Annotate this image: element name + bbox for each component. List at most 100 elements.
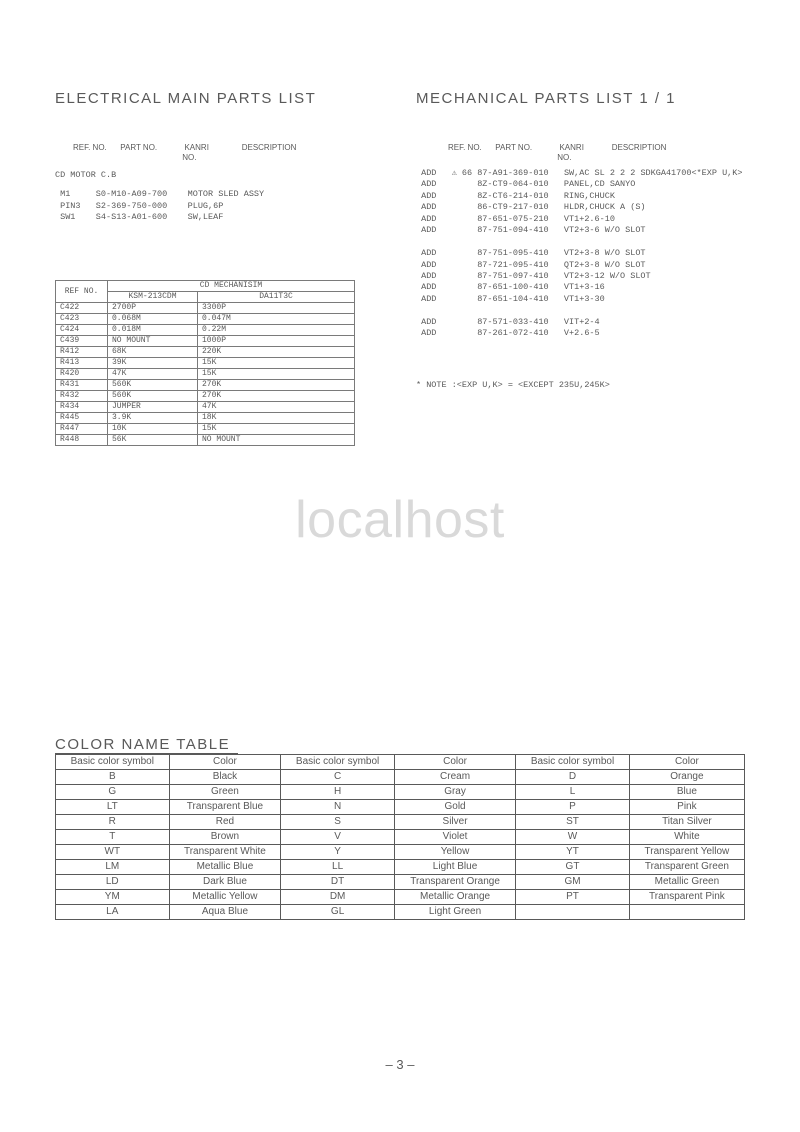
color-cell: Metallic Yellow [169, 889, 281, 904]
color-cell: W [516, 829, 630, 844]
cell-b: 1000P [198, 335, 355, 346]
main-columns: ELECTRICAL MAIN PARTS LIST REF. NO. PART… [55, 90, 745, 446]
color-cell: Transparent Orange [394, 874, 515, 889]
color-cell: Green [169, 784, 281, 799]
color-cell: GM [516, 874, 630, 889]
color-cell: Transparent White [169, 844, 281, 859]
color-cell: LM [56, 859, 170, 874]
table-row: R44710K15K [56, 423, 355, 434]
cell-a: 3.9K [108, 412, 198, 423]
table-row: R431560K270K [56, 379, 355, 390]
color-cell [516, 904, 630, 919]
mechanical-headers: REF. NO. PART NO. KANRI DESCRIPTION NO. [416, 143, 745, 164]
cell-b: 0.047M [198, 313, 355, 324]
table-row: R44856KNO MOUNT [56, 434, 355, 445]
page-number: – 3 – [0, 1057, 800, 1072]
color-header: Color [629, 754, 744, 769]
table-row: R4453.9K18K [56, 412, 355, 423]
color-cell: GT [516, 859, 630, 874]
cell-b: 0.22M [198, 324, 355, 335]
cell-ref: R432 [56, 390, 108, 401]
cell-b: 15K [198, 368, 355, 379]
mhdr-kanri2: NO. [557, 153, 571, 162]
cell-a: 0.018M [108, 324, 198, 335]
cell-b: NO MOUNT [198, 434, 355, 445]
color-cell: Silver [394, 814, 515, 829]
color-cell: Violet [394, 829, 515, 844]
color-cell: Gold [394, 799, 515, 814]
color-cell: Light Blue [394, 859, 515, 874]
color-title: COLOR NAME TABLE [55, 736, 238, 754]
color-cell: Y [281, 844, 395, 859]
cell-a: 2700P [108, 302, 198, 313]
color-cell: LA [56, 904, 170, 919]
mech-sub-0: KSM-213CDM [108, 291, 198, 302]
color-cell: Dark Blue [169, 874, 281, 889]
color-cell: PT [516, 889, 630, 904]
cd-mechanism-table: REF NO. CD MECHANISIM KSM-213CDM DA11T3C… [55, 280, 355, 446]
cell-a: 39K [108, 357, 198, 368]
color-cell: Blue [629, 784, 744, 799]
color-cell: Titan Silver [629, 814, 744, 829]
cell-b: 15K [198, 423, 355, 434]
color-cell: Transparent Green [629, 859, 744, 874]
cell-b: 3300P [198, 302, 355, 313]
table-row: LDDark BlueDTTransparent OrangeGMMetalli… [56, 874, 745, 889]
color-cell: Transparent Blue [169, 799, 281, 814]
cell-a: 0.068M [108, 313, 198, 324]
color-cell: LD [56, 874, 170, 889]
hdr-desc: DESCRIPTION [242, 143, 297, 152]
mechanical-section: MECHANICAL PARTS LIST 1 / 1 REF. NO. PAR… [416, 90, 745, 446]
table-row: BBlackCCreamDOrange [56, 769, 745, 784]
table-row: C4240.018M0.22M [56, 324, 355, 335]
cell-b: 270K [198, 390, 355, 401]
color-cell: V [281, 829, 395, 844]
mhdr-kanri: KANRI [559, 143, 609, 153]
table-row: WTTransparent WhiteYYellowYTTransparent … [56, 844, 745, 859]
color-cell: Cream [394, 769, 515, 784]
mechanical-title: MECHANICAL PARTS LIST 1 / 1 [416, 90, 745, 107]
color-cell: LL [281, 859, 395, 874]
color-cell: Metallic Green [629, 874, 744, 889]
color-cell: D [516, 769, 630, 784]
color-cell: P [516, 799, 630, 814]
table-row: LAAqua BlueGLLight Green [56, 904, 745, 919]
color-cell: Light Green [394, 904, 515, 919]
table-row: C4222700P3300P [56, 302, 355, 313]
cell-b: 270K [198, 379, 355, 390]
color-cell: T [56, 829, 170, 844]
color-cell: Transparent Yellow [629, 844, 744, 859]
hdr-part: PART NO. [120, 143, 182, 153]
cell-ref: R431 [56, 379, 108, 390]
color-cell: Pink [629, 799, 744, 814]
color-header: Basic color symbol [56, 754, 170, 769]
cell-a: 47K [108, 368, 198, 379]
mech-sub-1: DA11T3C [198, 291, 355, 302]
electrical-headers: REF. NO. PART NO. KANRI DESCRIPTION NO. [55, 143, 384, 164]
mhdr-part: PART NO. [495, 143, 557, 153]
table-row: GGreenHGrayLBlue [56, 784, 745, 799]
cell-ref: R445 [56, 412, 108, 423]
color-header: Color [169, 754, 281, 769]
mech-group-header: CD MECHANISIM [108, 280, 355, 291]
cell-ref: R420 [56, 368, 108, 379]
color-cell [629, 904, 744, 919]
hdr-kanri: KANRI [184, 143, 239, 153]
hdr-kanri2: NO. [182, 153, 196, 162]
color-cell: Metallic Orange [394, 889, 515, 904]
table-row: RRedSSilverSTTitan Silver [56, 814, 745, 829]
cell-ref: R448 [56, 434, 108, 445]
table-row: C439NO MOUNT1000P [56, 335, 355, 346]
note-line: * NOTE :<EXP U,K> = <EXCEPT 235U,245K> [416, 380, 745, 390]
table-row: TBrownVVioletWWhite [56, 829, 745, 844]
cell-b: 18K [198, 412, 355, 423]
color-cell: LT [56, 799, 170, 814]
table-row: C4230.068M0.047M [56, 313, 355, 324]
table-row: R42047K15K [56, 368, 355, 379]
color-cell: Gray [394, 784, 515, 799]
cell-ref: C424 [56, 324, 108, 335]
cell-ref: C422 [56, 302, 108, 313]
color-cell: YM [56, 889, 170, 904]
color-cell: N [281, 799, 395, 814]
color-section: COLOR NAME TABLE Basic color symbolColor… [55, 736, 745, 920]
